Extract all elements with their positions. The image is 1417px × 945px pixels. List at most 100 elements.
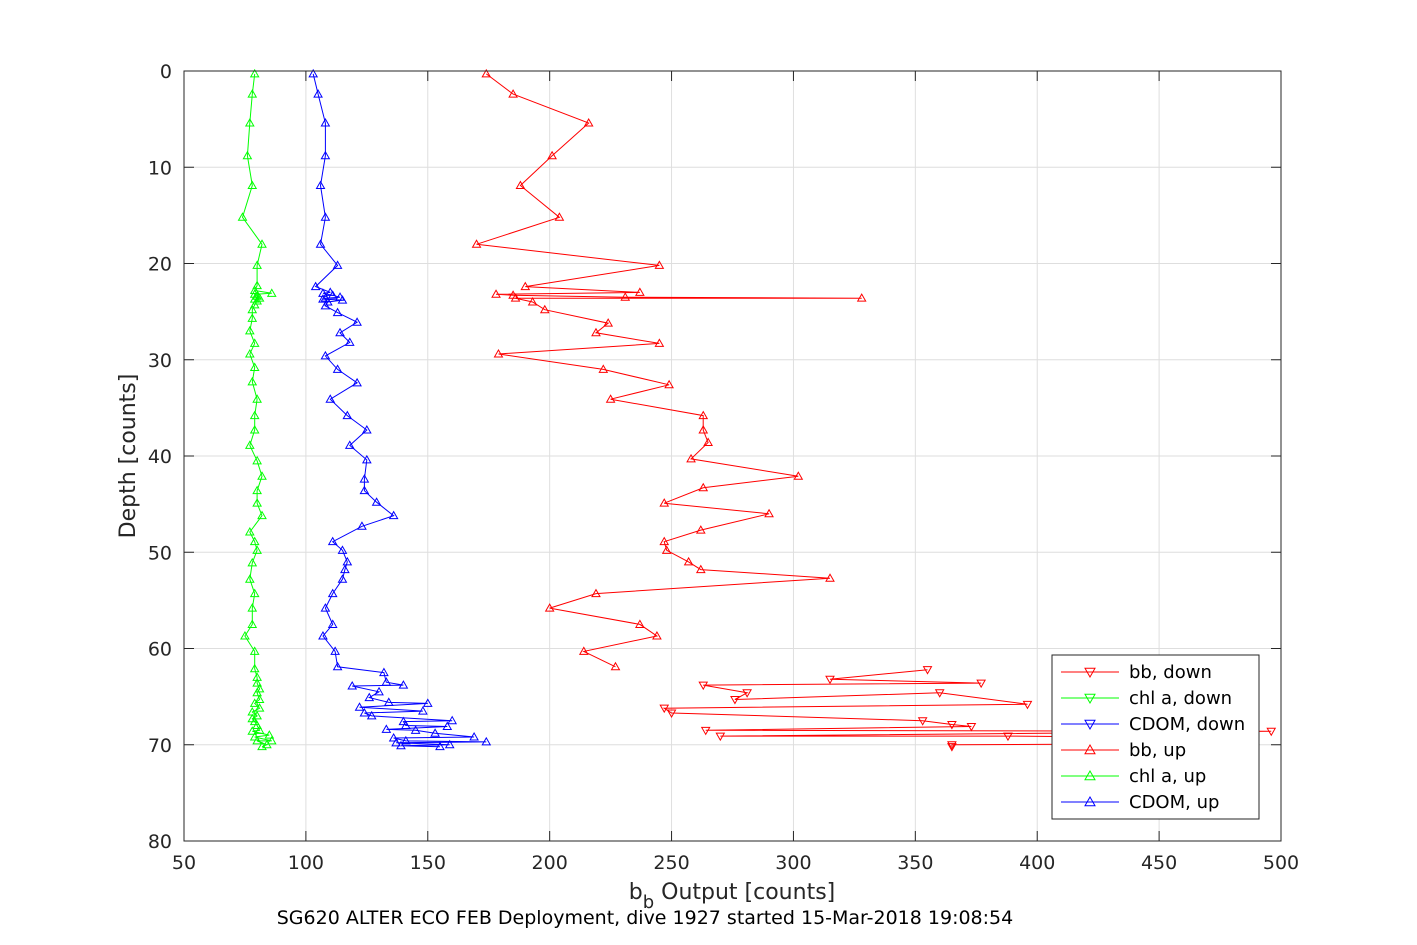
data-point [247,89,258,98]
data-point [247,619,258,628]
data-point [400,720,411,729]
data-point [666,709,677,718]
data-point [247,726,258,735]
data-point [430,728,440,737]
legend-label: CDOM, down [1129,714,1245,735]
data-point [379,667,389,677]
data-point [635,619,645,628]
data-point [661,545,672,554]
data-point [249,338,260,347]
data-point [249,425,260,434]
data-point [252,678,262,687]
legend-label: bb, up [1129,740,1186,761]
data-point [1266,727,1277,737]
data-point [252,485,262,495]
data-point [257,510,267,520]
data-point [237,212,248,221]
data-point [332,260,343,269]
data-point [249,68,260,78]
data-point [583,117,594,127]
data-point [325,394,336,403]
data-point [620,292,631,301]
data-point [254,703,265,712]
data-point [327,536,338,546]
data-point [396,740,406,750]
data-point [520,281,531,291]
data-point [320,603,331,612]
data-point [359,474,370,483]
data-point [793,471,804,480]
data-point [700,726,711,736]
data-point [318,288,328,297]
data-point [359,707,370,717]
data-point [364,692,375,702]
legend-label: chl a, down [1129,688,1232,709]
x-tick-label: 300 [775,852,811,874]
data-point [659,498,670,507]
data-point [554,212,565,221]
data-point [342,556,353,566]
data-point [332,661,343,671]
y-tick-label: 50 [148,542,172,564]
data-point [262,739,272,749]
y-tick-label: 20 [148,254,172,276]
data-point [252,687,262,697]
data-point [635,287,645,296]
data-point [398,716,409,726]
data-point [244,117,255,127]
data-point [352,377,362,387]
data-point [715,732,726,742]
legend-label: CDOM, up [1129,792,1219,813]
data-point [444,739,455,749]
data-point [471,239,482,248]
y-tick-label: 40 [148,446,172,468]
data-point [510,293,521,302]
data-point [652,630,662,640]
data-point [695,525,706,534]
data-point [361,425,372,434]
data-point [244,527,255,536]
data-point [249,716,260,726]
legend-box [1051,654,1260,820]
legend-marker [1084,693,1096,705]
data-point [976,679,987,689]
x-axis-label: bb Output [counts] [629,880,836,913]
data-point [252,296,262,305]
y-tick-label: 60 [148,639,172,661]
data-point [249,285,260,294]
series-line [312,73,487,748]
x-axis-label-main: b [629,880,643,905]
data-point [252,498,262,507]
legend-entry: CDOM, down [1061,714,1245,735]
data-point [244,574,255,583]
data-point [354,702,365,711]
data-point [254,694,265,704]
y-tick-label: 10 [148,157,172,179]
y-axis-label: Depth [counts] [116,374,141,539]
data-point [698,410,709,420]
data-point [313,89,323,98]
data-point [244,440,255,449]
data-point [242,150,253,160]
data-point [249,299,260,309]
data-point [249,732,260,741]
data-point [264,730,275,739]
data-point [344,440,355,449]
data-point [659,536,670,546]
data-point [591,588,601,598]
legend[interactable]: bb, down chl a, down CDOM, down bb, up chl a… [1051,654,1260,820]
data-point [322,296,333,306]
data-point [254,683,265,693]
data-point [320,117,331,127]
data-point [388,733,399,742]
x-axis-label-subscript: b [643,892,654,913]
data-point [683,556,694,566]
data-point [332,364,343,373]
data-point [249,663,260,673]
data-point [252,735,262,745]
data-point [249,698,260,707]
data-point [320,150,331,160]
data-point [337,295,348,304]
data-point [391,737,401,747]
